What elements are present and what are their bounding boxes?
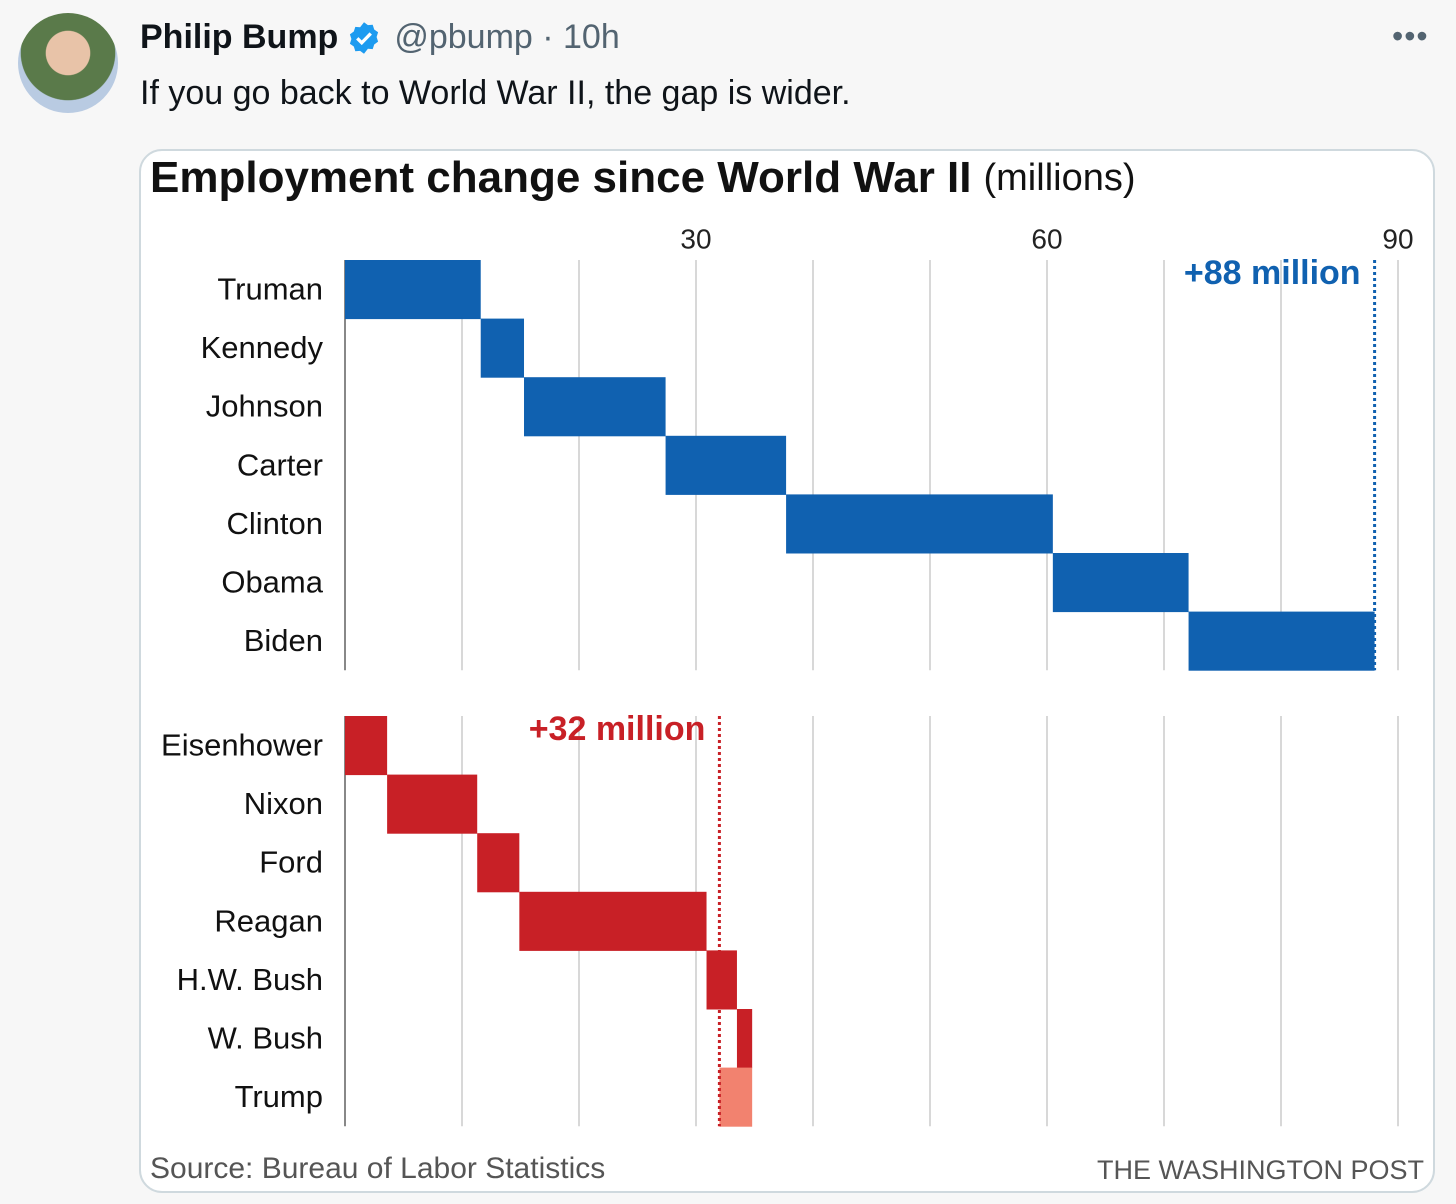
bar <box>719 1067 753 1127</box>
total-label: +32 million <box>529 710 706 748</box>
category-label: Nixon <box>244 786 323 821</box>
bar <box>477 833 520 893</box>
bar <box>736 1009 753 1069</box>
author-name[interactable]: Philip Bump <box>140 18 339 56</box>
x-tick-label: 30 <box>680 223 711 254</box>
category-label: Truman <box>217 271 323 306</box>
handle-time[interactable]: @pbump · 10h <box>394 18 620 56</box>
bar <box>786 494 1053 554</box>
tweet-header: Philip Bump @pbump · 10h <box>140 18 620 57</box>
bar <box>706 950 737 1010</box>
bar <box>1052 553 1189 613</box>
category-label: Biden <box>244 623 323 658</box>
bar <box>480 318 525 378</box>
category-label: Reagan <box>214 903 323 938</box>
bar <box>519 891 707 951</box>
category-label: W. Bush <box>208 1020 323 1055</box>
more-button[interactable]: ••• <box>1392 18 1429 54</box>
bar <box>387 774 478 834</box>
category-label: Eisenhower <box>161 727 323 762</box>
category-label: Kennedy <box>201 330 324 365</box>
category-label: Clinton <box>227 506 324 541</box>
bar <box>345 716 388 776</box>
avatar[interactable] <box>18 13 118 113</box>
bar <box>345 260 481 320</box>
credit: THE WASHINGTON POST <box>1097 1155 1424 1185</box>
total-label: +88 million <box>1184 254 1361 292</box>
category-label: H.W. Bush <box>177 962 323 997</box>
bar <box>524 377 666 437</box>
source: Source: Bureau of Labor Statistics <box>150 1152 605 1185</box>
x-tick-label: 60 <box>1031 223 1062 254</box>
x-tick-label: 90 <box>1382 223 1413 254</box>
media-frame[interactable] <box>139 149 1435 1193</box>
category-label: Obama <box>221 564 323 599</box>
chart-title: Employment change since World War II (mil… <box>150 153 1136 202</box>
category-label: Johnson <box>206 389 323 424</box>
tweet-text: If you go back to World War II, the gap … <box>140 74 851 112</box>
category-label: Ford <box>259 845 323 880</box>
verified-badge <box>350 21 379 54</box>
category-label: Trump <box>235 1079 323 1114</box>
category-label: Carter <box>237 447 323 482</box>
bar <box>665 435 787 495</box>
bar <box>1188 611 1375 671</box>
